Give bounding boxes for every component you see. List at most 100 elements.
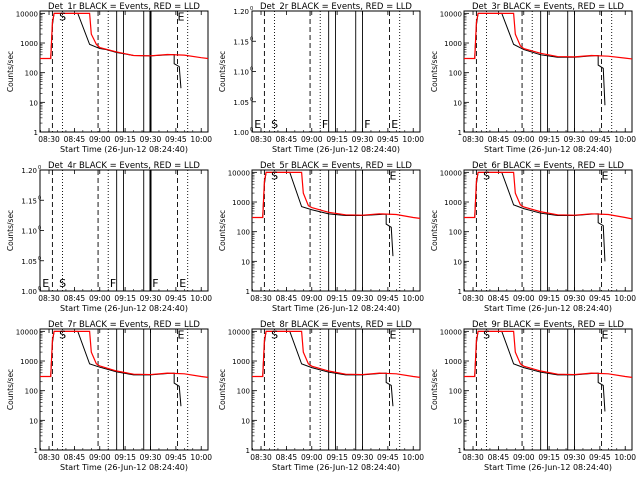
y-tick-label: 1 xyxy=(458,288,462,296)
y-tick-label: 1 xyxy=(34,447,38,455)
y-axis-title: Counts/sec xyxy=(218,51,227,92)
x-tick-label: 09:30 xyxy=(140,135,162,144)
phase-marker: S xyxy=(59,11,66,24)
y-tick-label: 100 xyxy=(449,229,462,237)
x-tick-label: 08:45 xyxy=(276,294,298,303)
x-tick-label: 08:30 xyxy=(250,453,272,462)
phase-marker: F xyxy=(364,118,370,131)
y-tick-label: 1 xyxy=(246,288,250,296)
series-group xyxy=(40,12,208,89)
y-axis-title: Counts/sec xyxy=(218,210,227,251)
y-tick-label: 10000 xyxy=(16,10,38,18)
time-markers xyxy=(263,11,401,132)
time-markers xyxy=(51,11,189,132)
x-tick-label: 09:15 xyxy=(114,294,136,303)
y-tick-label: 10 xyxy=(29,417,38,425)
y-tick-label: 1.10 xyxy=(21,228,37,236)
phase-marker: S xyxy=(271,170,278,183)
series-line-lld xyxy=(40,12,208,60)
series-line-lld xyxy=(464,330,632,379)
x-tick-label: 08:45 xyxy=(64,135,86,144)
x-tick-label: 10:00 xyxy=(190,453,212,462)
y-tick-label: 100 xyxy=(237,388,250,396)
x-tick-label: 08:45 xyxy=(488,453,510,462)
y-tick-label: 1 xyxy=(458,129,462,137)
series-line-events xyxy=(471,171,606,262)
panel-title: Det_8r BLACK = Events, RED = LLD xyxy=(260,320,412,330)
x-tick-label: 10:00 xyxy=(614,453,636,462)
x-tick-label: 08:45 xyxy=(64,294,86,303)
series-group xyxy=(464,12,632,106)
y-tick-label: 1000 xyxy=(20,358,38,366)
x-tick-label: 09:45 xyxy=(165,135,187,144)
panel-title: Det_5r BLACK = Events, RED = LLD xyxy=(260,161,412,171)
x-tick-label: 08:45 xyxy=(276,135,298,144)
x-tick-label: 09:30 xyxy=(564,453,586,462)
series-line-lld xyxy=(252,171,420,220)
panel-det-3: Det_3r BLACK = Events, RED = LLD 08:30 08:… xyxy=(430,2,636,154)
y-tick-label: 1.20 xyxy=(233,8,249,16)
panel-title: Det_9r BLACK = Events, RED = LLD xyxy=(472,320,624,330)
x-tick-label: 09:15 xyxy=(326,135,348,144)
phase-marker: E xyxy=(42,277,49,290)
x-tick-label: 09:00 xyxy=(513,135,535,144)
x-tick-label: 09:45 xyxy=(589,294,611,303)
y-tick-exponent: 0 xyxy=(38,195,41,201)
y-tick-label: 100 xyxy=(25,388,38,396)
x-tick-label: 09:45 xyxy=(377,135,399,144)
x-tick-label: 08:30 xyxy=(38,453,60,462)
x-tick-label: 10:00 xyxy=(614,294,636,303)
panel-det-8: Det_8r BLACK = Events, RED = LLD 08:30 08:… xyxy=(218,320,424,472)
x-tick-label: 08:45 xyxy=(64,453,86,462)
x-axis-title: Start Time (26-Jun-12 08:24:40) xyxy=(484,463,612,472)
panel-det-5: Det_5r BLACK = Events, RED = LLD 08:30 08:… xyxy=(218,161,424,313)
x-tick-label: 09:15 xyxy=(326,294,348,303)
x-tick-label: 09:00 xyxy=(301,135,323,144)
time-markers xyxy=(263,329,401,450)
time-markers xyxy=(475,11,613,132)
phase-marker: F xyxy=(152,277,158,290)
phase-marker: E xyxy=(390,329,397,342)
x-tick-label: 09:30 xyxy=(352,294,374,303)
plot-frame xyxy=(251,10,421,133)
x-tick-label: 09:30 xyxy=(140,453,162,462)
x-tick-label: 09:00 xyxy=(301,453,323,462)
y-tick-label: 1.05 xyxy=(233,99,249,107)
phase-marker: E xyxy=(178,11,185,24)
x-tick-label: 09:15 xyxy=(326,453,348,462)
series-line-lld xyxy=(464,12,632,60)
phase-marker: E xyxy=(390,170,397,183)
y-tick-label: 1.15 xyxy=(233,38,249,46)
panel-det-9: Det_9r BLACK = Events, RED = LLD 08:30 08:… xyxy=(430,320,636,472)
phase-marker: S xyxy=(483,329,490,342)
x-tick-label: 08:30 xyxy=(38,294,60,303)
time-markers xyxy=(475,329,613,450)
y-tick-exponent: 0 xyxy=(250,127,253,133)
panel-title: Det_7r BLACK = Events, RED = LLD xyxy=(48,320,200,330)
series-line-lld xyxy=(252,330,420,379)
y-axis-title: Counts/sec xyxy=(430,210,439,251)
y-tick-label: 10 xyxy=(453,99,462,107)
y-axis-title: Counts/sec xyxy=(6,51,15,92)
x-tick-label: 08:30 xyxy=(462,294,484,303)
series-group xyxy=(464,171,632,262)
y-axis-title: Counts/sec xyxy=(6,369,15,410)
series-group xyxy=(252,171,420,257)
panel-det-7: Det_7r BLACK = Events, RED = LLD 08:30 08:… xyxy=(6,320,212,472)
y-tick-label: 1 xyxy=(246,447,250,455)
x-tick-label: 09:30 xyxy=(564,135,586,144)
panel-title: Det_6r BLACK = Events, RED = LLD xyxy=(472,161,624,171)
y-tick-label: 10 xyxy=(29,99,38,107)
x-tick-label: 09:45 xyxy=(377,453,399,462)
y-tick-exponent: 0 xyxy=(250,97,253,103)
series-line-events xyxy=(47,330,182,407)
plot-frame xyxy=(463,10,633,133)
y-tick-label: 1000 xyxy=(444,199,462,207)
x-tick-label: 09:45 xyxy=(377,294,399,303)
x-tick-label: 09:30 xyxy=(352,453,374,462)
y-tick-label: 1.20 xyxy=(21,167,37,175)
y-tick-label: 10000 xyxy=(16,328,38,336)
x-tick-label: 09:45 xyxy=(165,294,187,303)
time-markers xyxy=(51,170,189,291)
y-tick-label: 1000 xyxy=(444,358,462,366)
